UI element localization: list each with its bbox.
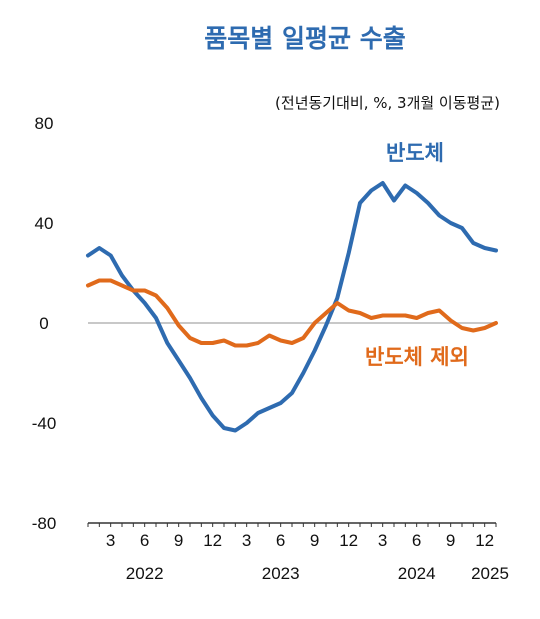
y-tick-label: 80 [35,114,54,133]
x-axis: 3 6 9 12 3 6 9 12 3 6 9 12 2022 2023 2024 2025 [87,523,509,583]
y-tick-label: -80 [32,514,57,533]
y-tick-label: -40 [32,414,57,433]
x-tick-label: 12 [339,531,358,550]
year-label: 2023 [262,564,300,583]
y-tick-label: 40 [35,214,54,233]
x-tick-label: 3 [106,531,115,550]
x-tick-label: 6 [140,531,149,550]
year-label: 2024 [398,564,436,583]
chart-subtitle: (전년동기대비, %, 3개월 이동평균) [275,94,500,112]
series-label-semiconductor: 반도체 [386,141,444,165]
x-tick-label: 3 [242,531,251,550]
x-tick-label: 9 [446,531,455,550]
chart-title: 품목별 일평균 수출 [204,24,405,53]
x-tick-label: 3 [378,531,387,550]
year-label: 2022 [126,564,164,583]
series-line-1 [86,278,498,348]
series-group [86,181,498,433]
x-tick-label: 12 [475,531,494,550]
y-tick-label: 0 [39,314,48,333]
x-tick-label: 9 [174,531,183,550]
x-tick-label: 6 [276,531,285,550]
series-label-non-semiconductor: 반도체 제외 [365,345,469,369]
series-line-0 [86,181,498,433]
x-tick-label: 6 [412,531,421,550]
y-axis: 80 40 0 -40 -80 [32,114,57,533]
x-tick-label: 9 [310,531,319,550]
x-tick-label: 12 [203,531,222,550]
year-label: 2025 [471,564,509,583]
